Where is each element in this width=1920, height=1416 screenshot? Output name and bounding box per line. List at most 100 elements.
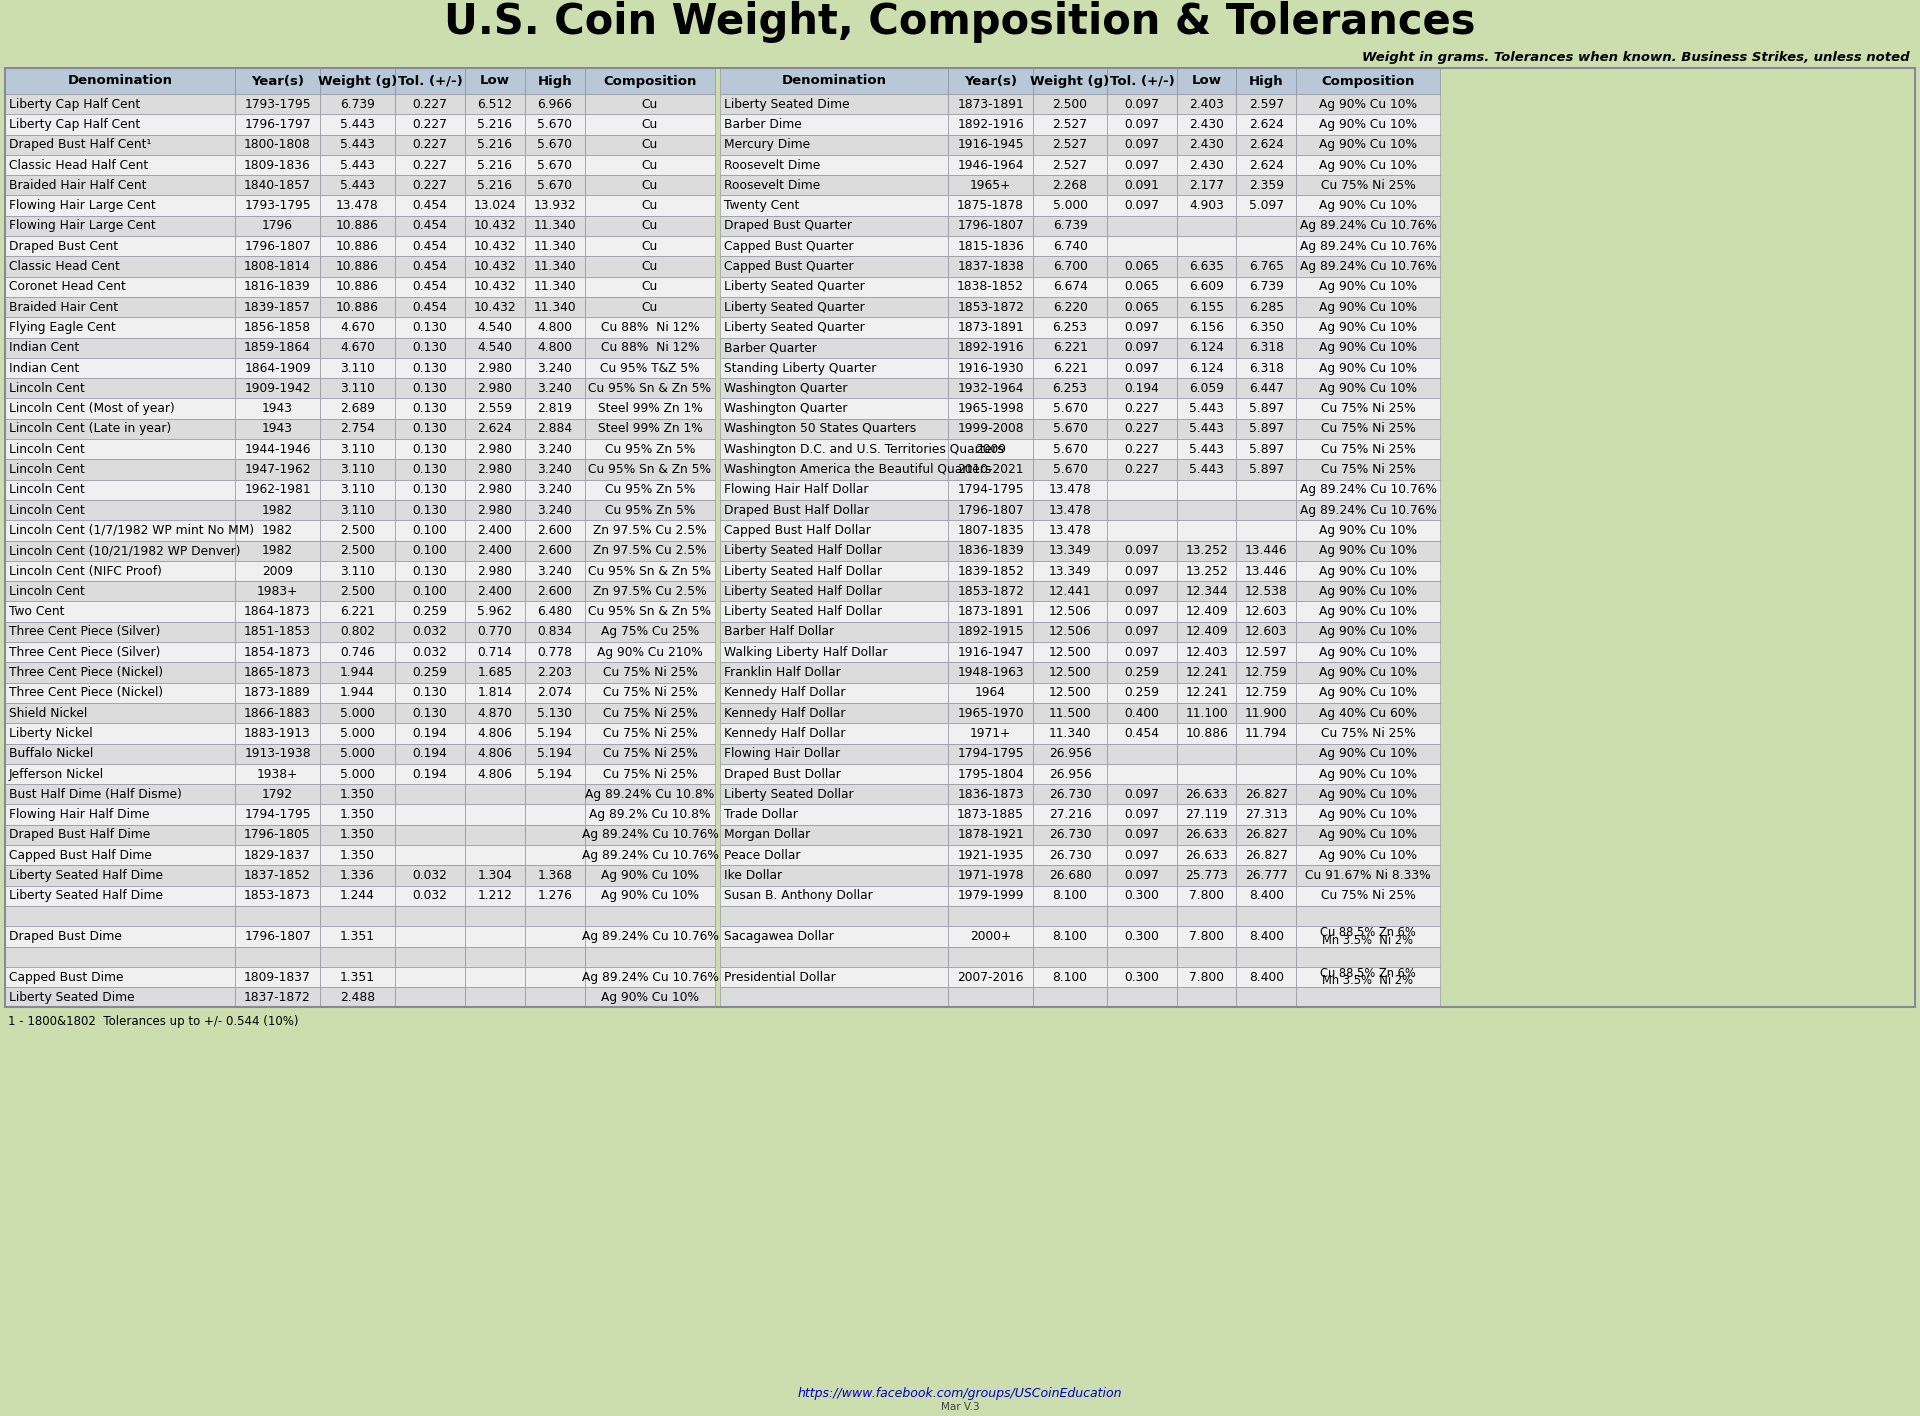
Text: Walking Liberty Half Dollar: Walking Liberty Half Dollar [724, 646, 887, 658]
Bar [1177, 602, 1236, 622]
Text: 3.240: 3.240 [538, 504, 572, 517]
Bar [6, 763, 234, 784]
Text: 10.432: 10.432 [474, 219, 516, 232]
Text: 5.194: 5.194 [538, 748, 572, 760]
Bar [6, 865, 234, 885]
Text: Ag 90% Cu 10%: Ag 90% Cu 10% [1319, 787, 1417, 801]
Text: Cu 75% Ni 25%: Cu 75% Ni 25% [1321, 889, 1415, 902]
Text: 2.527: 2.527 [1052, 139, 1087, 152]
Text: Cu: Cu [641, 239, 659, 252]
Bar [396, 602, 465, 622]
Text: 0.227: 0.227 [1125, 422, 1160, 436]
Text: 2.488: 2.488 [340, 991, 374, 1004]
Bar [321, 622, 396, 641]
Text: Capped Bust Half Dollar: Capped Bust Half Dollar [724, 524, 872, 537]
Bar [1177, 378, 1236, 398]
Bar [465, 784, 524, 804]
Text: 6.221: 6.221 [340, 605, 374, 619]
Bar [524, 987, 586, 1008]
Bar [586, 520, 714, 541]
Bar [1236, 256, 1296, 276]
Bar [465, 987, 524, 1008]
Bar [1296, 68, 1440, 93]
Text: Cu 75% Ni 25%: Cu 75% Ni 25% [603, 726, 697, 741]
Text: 0.097: 0.097 [1125, 605, 1160, 619]
Bar [6, 176, 234, 195]
Bar [321, 926, 396, 947]
Text: Ag 89.24% Cu 10.76%: Ag 89.24% Cu 10.76% [1300, 504, 1436, 517]
Text: 12.409: 12.409 [1185, 626, 1229, 639]
Text: Flowing Hair Large Cent: Flowing Hair Large Cent [10, 200, 156, 212]
Bar [1033, 641, 1108, 663]
Bar [720, 561, 948, 581]
Text: Lincoln Cent: Lincoln Cent [10, 585, 84, 598]
Bar [586, 68, 714, 93]
Text: 5.670: 5.670 [1052, 422, 1087, 436]
Bar [1033, 500, 1108, 520]
Text: Cu 75% Ni 25%: Cu 75% Ni 25% [1321, 402, 1415, 415]
Text: 0.454: 0.454 [413, 239, 447, 252]
Text: 0.097: 0.097 [1125, 341, 1160, 354]
Bar [586, 215, 714, 236]
Bar [1108, 337, 1177, 358]
Text: 1796-1807: 1796-1807 [244, 239, 311, 252]
Text: 3.240: 3.240 [538, 443, 572, 456]
Text: Weight in grams. Tolerances when known. Business Strikes, unless noted: Weight in grams. Tolerances when known. … [1363, 51, 1910, 65]
Bar [586, 297, 714, 317]
Bar [1108, 541, 1177, 561]
Bar [1236, 683, 1296, 702]
Text: 2.400: 2.400 [478, 544, 513, 558]
Text: Draped Bust Quarter: Draped Bust Quarter [724, 219, 852, 232]
Bar [1033, 622, 1108, 641]
Bar [1236, 885, 1296, 906]
Bar [1236, 297, 1296, 317]
Text: Twenty Cent: Twenty Cent [724, 200, 799, 212]
Text: 13.478: 13.478 [1048, 504, 1091, 517]
Bar [524, 439, 586, 459]
Text: 0.714: 0.714 [478, 646, 513, 658]
Text: Morgan Dollar: Morgan Dollar [724, 828, 810, 841]
Text: 1873-1889: 1873-1889 [244, 687, 311, 700]
Text: Ag 90% Cu 10%: Ag 90% Cu 10% [1319, 118, 1417, 130]
Text: Ag 89.24% Cu 10.76%: Ag 89.24% Cu 10.76% [582, 828, 718, 841]
Text: 13.349: 13.349 [1048, 565, 1091, 578]
Bar [1236, 236, 1296, 256]
Bar [396, 337, 465, 358]
Bar [1177, 906, 1236, 926]
Text: 0.130: 0.130 [413, 687, 447, 700]
Bar [1236, 317, 1296, 337]
Bar [720, 724, 948, 743]
Bar [321, 663, 396, 683]
Bar [234, 987, 321, 1008]
Bar [321, 885, 396, 906]
Bar [1296, 763, 1440, 784]
Bar [524, 906, 586, 926]
Text: Ag 90% Cu 10%: Ag 90% Cu 10% [601, 869, 699, 882]
Text: 26.827: 26.827 [1244, 828, 1288, 841]
Text: Ag 90% Cu 10%: Ag 90% Cu 10% [1319, 626, 1417, 639]
Bar [321, 419, 396, 439]
Bar [720, 93, 948, 115]
Text: Ag 89.24% Cu 10.76%: Ag 89.24% Cu 10.76% [1300, 261, 1436, 273]
Bar [1236, 154, 1296, 176]
Bar [948, 68, 1033, 93]
Bar [586, 865, 714, 885]
Bar [465, 885, 524, 906]
Text: Low: Low [480, 75, 511, 88]
Bar [1177, 724, 1236, 743]
Bar [234, 906, 321, 926]
Text: 0.097: 0.097 [1125, 869, 1160, 882]
Bar [524, 763, 586, 784]
Bar [321, 581, 396, 602]
Bar [1296, 702, 1440, 724]
Bar [948, 236, 1033, 256]
Bar [948, 906, 1033, 926]
Bar [234, 967, 321, 987]
Bar [1108, 195, 1177, 215]
Text: 1836-1839: 1836-1839 [958, 544, 1023, 558]
Bar [6, 480, 234, 500]
Bar [321, 824, 396, 845]
Text: Lincoln Cent: Lincoln Cent [10, 504, 84, 517]
Bar [321, 641, 396, 663]
Text: 1873-1891: 1873-1891 [958, 321, 1023, 334]
